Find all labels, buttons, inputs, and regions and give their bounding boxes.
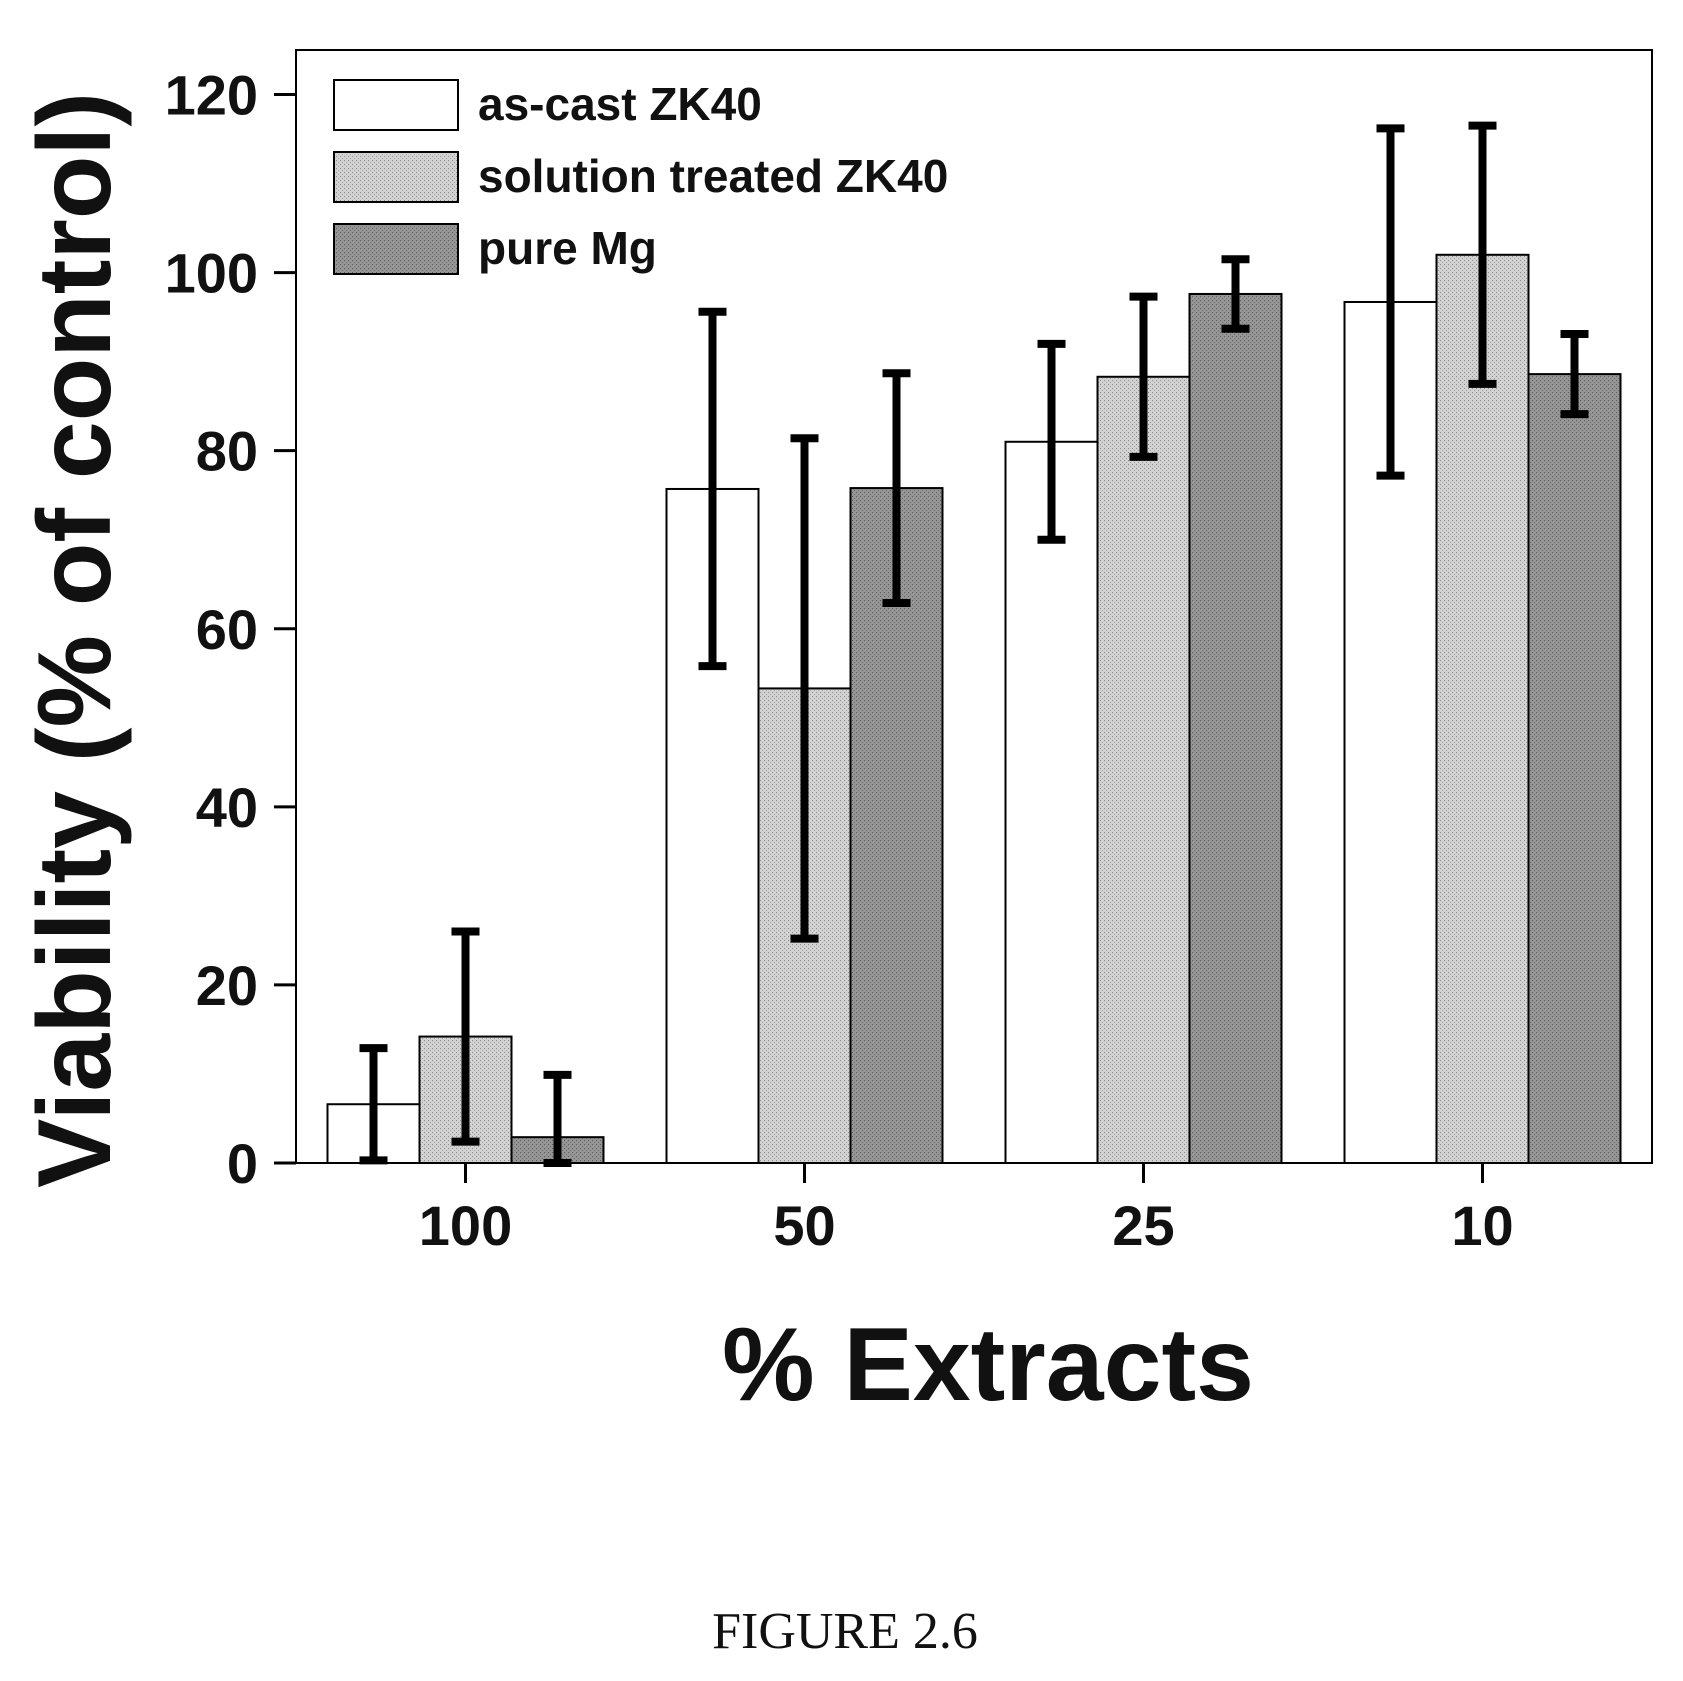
bar [1435, 253, 1530, 1165]
bar [1004, 440, 1099, 1164]
x-tick-label: 100 [419, 1194, 512, 1257]
x-tick-label: 25 [1112, 1194, 1174, 1257]
bar [1096, 375, 1191, 1164]
legend-swatch [333, 151, 459, 203]
plot-frame [295, 49, 1653, 1164]
legend-label: pure Mg [478, 222, 657, 274]
legend-swatch [333, 79, 459, 131]
x-tick-label: 10 [1451, 1194, 1513, 1257]
figure-caption: FIGURE 2.6 [712, 1603, 978, 1660]
legend-label: solution treated ZK40 [478, 150, 948, 202]
y-tick-label: 0 [227, 1132, 258, 1195]
y-tick-label: 20 [196, 954, 258, 1017]
y-tick-label: 80 [196, 420, 258, 483]
y-tick-label: 60 [196, 598, 258, 661]
legend-label: as-cast ZK40 [478, 78, 762, 130]
x-tick-label: 50 [773, 1194, 835, 1257]
y-tick-label: 40 [196, 776, 258, 839]
y-axis-title: Viability (% of control) [17, 92, 133, 1188]
bar [1527, 373, 1622, 1164]
x-axis-title: % Extracts [722, 1307, 1254, 1423]
bar [1188, 292, 1283, 1164]
y-tick-label: 100 [165, 242, 258, 305]
y-tick-label: 120 [165, 64, 258, 127]
legend-swatch [333, 223, 459, 275]
